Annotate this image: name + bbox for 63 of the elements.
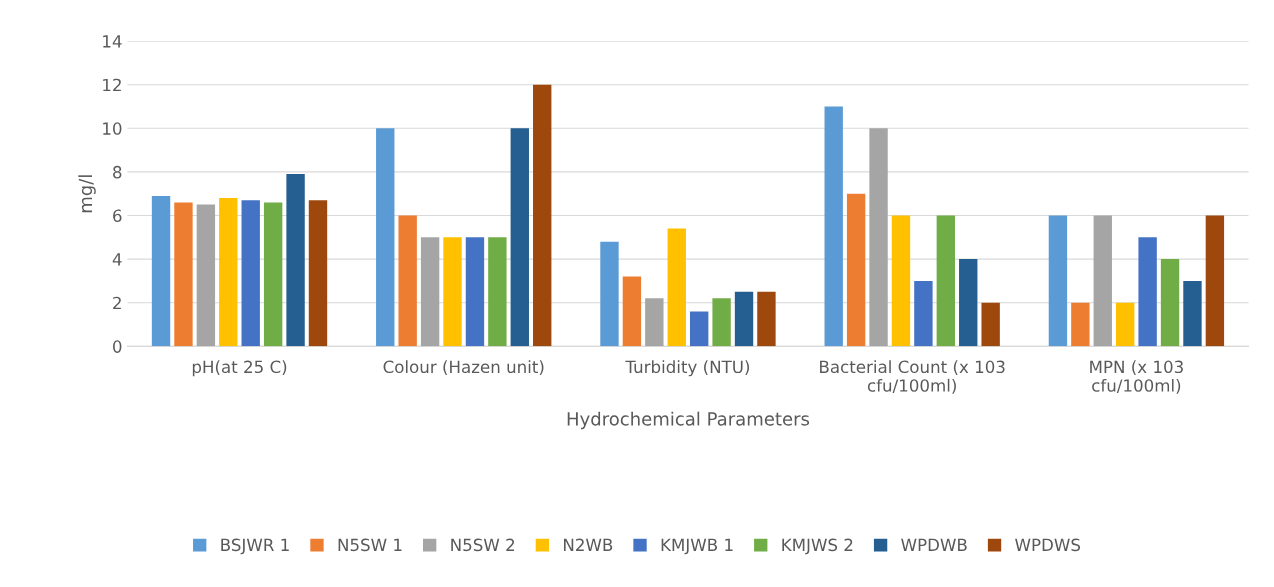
- x-tick-label: Turbidity (NTU): [625, 360, 750, 377]
- x-tick-label: MPN (x 103 cfu/100ml): [1090, 360, 1183, 394]
- bar: [219, 198, 238, 347]
- bar: [712, 298, 731, 347]
- bar: [510, 128, 529, 347]
- bar: [757, 291, 776, 347]
- bar: [846, 193, 866, 347]
- bar: [196, 204, 216, 347]
- x-axis-title: Hydrochemical Parameters: [567, 411, 810, 430]
- bar: [824, 106, 843, 347]
- bar: [151, 195, 171, 347]
- y-tick-label: 12: [103, 78, 121, 92]
- x-tick-label: pH(at 25 C): [192, 360, 287, 377]
- bar: [533, 84, 552, 347]
- bar: [869, 128, 888, 347]
- bar: [443, 237, 462, 347]
- bar: [263, 202, 283, 347]
- legend-label: WPDWB: [901, 538, 967, 551]
- y-axis-title: mg/l: [78, 175, 96, 213]
- y-tick-label: 10: [103, 122, 122, 135]
- bar: [645, 298, 664, 347]
- x-tick-label: Colour (Hazen unit): [383, 360, 544, 376]
- bar: [1093, 215, 1112, 347]
- legend-label: N2WB: [564, 538, 613, 551]
- bar: [914, 280, 933, 347]
- bar: [465, 237, 485, 347]
- bar: [1138, 237, 1157, 347]
- bar: [1183, 280, 1202, 347]
- bar: [1071, 302, 1090, 347]
- y-tick-label: 14: [103, 35, 122, 48]
- bar: [891, 215, 911, 347]
- bar: [241, 200, 260, 347]
- bar: [308, 200, 328, 347]
- legend-label: N5SW 2: [451, 538, 515, 552]
- bar: [420, 237, 440, 347]
- x-tick-label: Bacterial Count (x 103 cfu/100ml): [820, 360, 1005, 394]
- bar: [734, 291, 754, 347]
- bar: [1160, 259, 1180, 347]
- bar: [398, 215, 417, 347]
- bar: [981, 302, 1000, 347]
- bar: [667, 228, 686, 347]
- bar: [622, 276, 642, 347]
- bar: [959, 259, 978, 347]
- y-tick-label: 6: [113, 209, 122, 223]
- bar: [286, 174, 305, 347]
- legend-label: WPDWS: [1015, 538, 1081, 552]
- bar: [174, 202, 193, 347]
- y-tick-label: 8: [113, 165, 122, 179]
- bar: [376, 128, 395, 347]
- bar: [1116, 302, 1135, 347]
- legend-label: KMJWB 1: [661, 538, 733, 555]
- bar: [488, 237, 507, 347]
- y-tick-label: 4: [112, 253, 122, 266]
- bar: [1205, 215, 1225, 347]
- legend-label: N5SW 1: [338, 538, 402, 552]
- bar: [689, 311, 709, 347]
- y-tick-label: 0: [113, 340, 122, 353]
- bar: [1048, 215, 1068, 347]
- bar: [936, 215, 956, 347]
- legend-label: BSJWR 1: [221, 538, 289, 555]
- y-tick-label: 2: [113, 296, 121, 310]
- bar: [600, 241, 619, 347]
- legend-label: KMJWS 2: [782, 538, 853, 555]
